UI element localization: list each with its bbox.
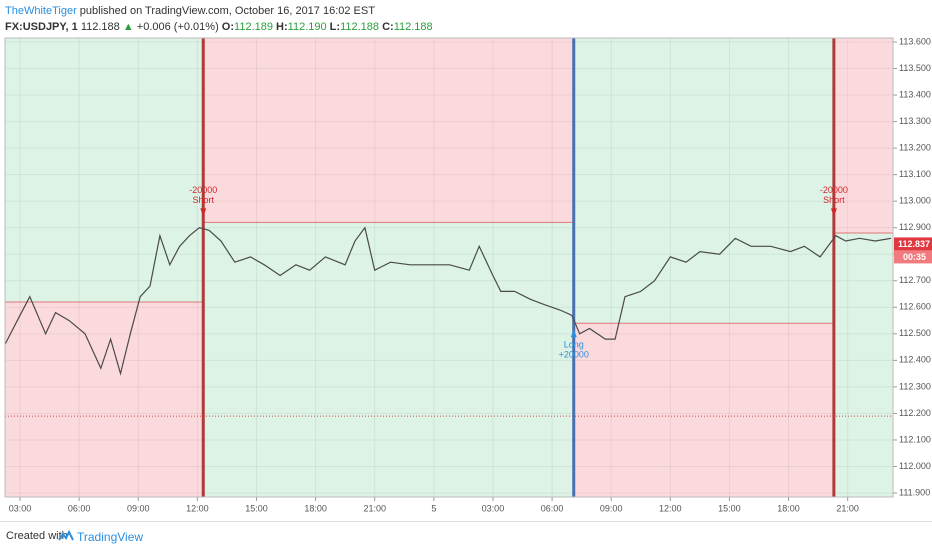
- zone-lower: [5, 301, 204, 497]
- header: TheWhiteTiger published on TradingView.c…: [5, 3, 433, 35]
- created-with: Created with: [6, 530, 68, 542]
- zone-upper: [203, 38, 574, 223]
- l-label: L:: [329, 21, 341, 33]
- last-price-label: 112.837: [898, 239, 930, 249]
- y-tick-label: 112.000: [899, 461, 931, 471]
- y-tick-label: 112.500: [899, 328, 931, 338]
- y-tick-label: 112.300: [899, 381, 931, 391]
- x-tick-label: 03:00: [482, 503, 505, 513]
- y-tick-label: 113.600: [899, 36, 931, 46]
- y-tick-label: 112.400: [899, 355, 931, 365]
- trade-arrow: [200, 208, 207, 217]
- trade-arrow: [570, 329, 577, 338]
- y-tick-label: 113.500: [899, 63, 931, 73]
- h: 112.190: [287, 21, 327, 33]
- countdown-box: [894, 250, 932, 264]
- plot-border: [4, 37, 894, 498]
- brand[interactable]: TradingView: [77, 530, 144, 544]
- y-tick-label: 112.700: [899, 275, 931, 285]
- arrow: ▲: [122, 21, 134, 33]
- c-label: C:: [382, 21, 394, 33]
- x-tick-label: 15:00: [245, 503, 268, 513]
- zone-lower: [573, 323, 834, 497]
- o: 112.189: [234, 21, 273, 33]
- trade-side: Short: [823, 195, 845, 205]
- zone-upper: [573, 38, 834, 324]
- x-tick-label: 12:00: [659, 503, 682, 513]
- y-tick-label: 113.000: [899, 196, 931, 206]
- x-tick-label: 5: [431, 503, 436, 513]
- y-tick-label: 113.200: [899, 142, 931, 152]
- trade-qty: +20000: [559, 350, 589, 360]
- price-line: [4, 226, 892, 376]
- y-tick-label: 113.100: [899, 169, 931, 179]
- logo: [58, 530, 74, 541]
- o-label: O:: [221, 21, 235, 33]
- zone-upper: [833, 38, 893, 234]
- y-tick-label: 113.400: [899, 89, 931, 99]
- ohlc-line: FX:USDJPY, 1 112.188 ▲ +0.006 (+0.01%) O…: [5, 19, 433, 35]
- y-tick-label: 112.600: [899, 302, 931, 312]
- change: +0.006 (+0.01%): [136, 21, 219, 33]
- price: 112.188: [80, 21, 120, 33]
- x-tick-label: 06:00: [541, 503, 564, 513]
- y-tick-label: 113.300: [899, 116, 931, 126]
- x-tick-label: 09:00: [600, 503, 623, 513]
- trade-arrow: [830, 208, 837, 217]
- trade-qty: -20000: [820, 185, 848, 195]
- chart: 111.900 112.000 112.100 112.200 112.300 112.4…: [4, 36, 932, 513]
- zone-lower: [833, 233, 893, 497]
- last-price-box: [894, 237, 932, 251]
- x-tick-label: 21:00: [363, 503, 386, 513]
- h-label: H:: [276, 21, 288, 33]
- publish-line: TheWhiteTiger published on TradingView.c…: [5, 3, 433, 19]
- x-tick-label: 09:00: [127, 503, 150, 513]
- y-tick-label: 112.900: [899, 222, 931, 232]
- y-tick-label: 111.900: [899, 487, 930, 497]
- footer: Created with TradingView: [0, 521, 932, 551]
- c: 112.188: [393, 21, 433, 33]
- zone-upper: [5, 38, 204, 302]
- symbol: FX:USDJPY, 1: [5, 21, 78, 33]
- trade-side: Long: [564, 340, 584, 350]
- y-tick-label: 112.100: [899, 434, 931, 444]
- published: published on TradingView.com, October 16…: [79, 5, 375, 17]
- x-tick-label: 15:00: [718, 503, 741, 513]
- author[interactable]: TheWhiteTiger: [5, 5, 77, 17]
- l: 112.188: [340, 21, 380, 33]
- countdown: 00:35: [903, 252, 926, 262]
- x-tick-label: 18:00: [777, 503, 800, 513]
- x-tick-label: 03:00: [9, 503, 32, 513]
- x-tick-label: 18:00: [304, 503, 327, 513]
- x-tick-label: 12:00: [186, 503, 209, 513]
- zone-lower: [203, 222, 574, 498]
- x-tick-label: 06:00: [68, 503, 91, 513]
- trade-side: Short: [192, 195, 214, 205]
- x-tick-label: 21:00: [836, 503, 859, 513]
- y-tick-label: 112.200: [899, 408, 931, 418]
- trade-qty: -20000: [189, 185, 217, 195]
